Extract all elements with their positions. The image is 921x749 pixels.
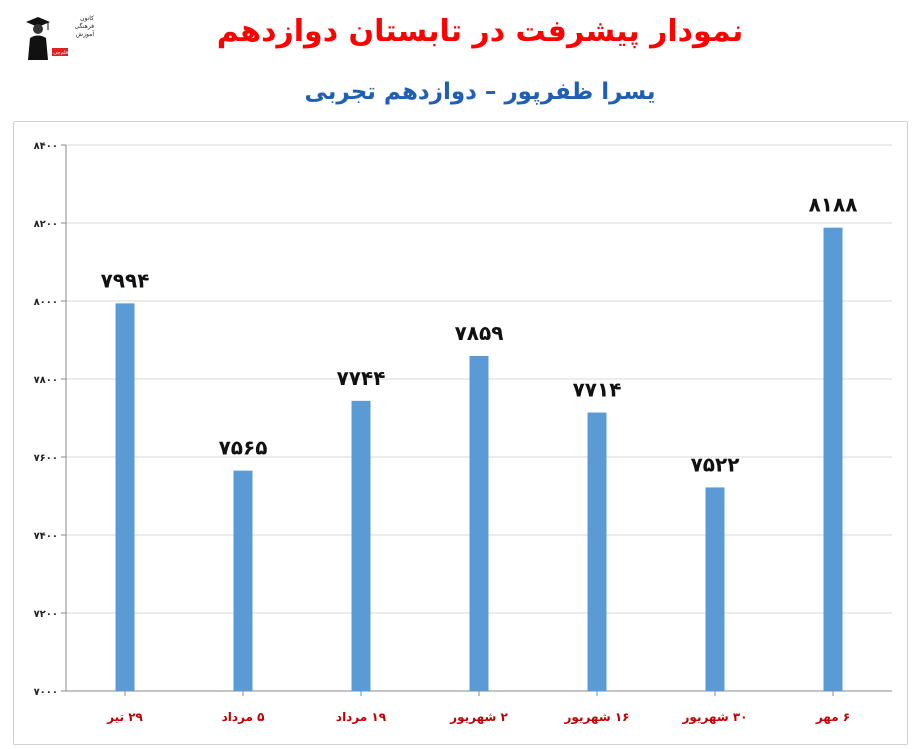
logo-line-2: فرهنگی [74, 23, 94, 30]
bar [115, 303, 135, 691]
logo-line-1: کانون [80, 15, 94, 22]
bar [705, 487, 725, 691]
y-tick-label: ۷۸۰۰ [34, 375, 58, 386]
data-label: ۷۹۹۴ [101, 268, 150, 292]
bar [823, 227, 843, 691]
y-tick-label: ۷۲۰۰ [34, 609, 58, 620]
graduate-icon [26, 17, 68, 60]
bar [469, 355, 489, 691]
logo-line-4: قلم‌چی [53, 50, 68, 56]
x-category-label: ۶ مهر [815, 710, 850, 724]
x-category-label: ۱۶ شهریور [564, 710, 630, 725]
x-category-label: ۲ شهریور [449, 710, 508, 725]
x-category-label: ۳۰ شهریور [682, 710, 748, 725]
data-label: ۷۵۶۵ [219, 436, 268, 460]
data-label: ۷۵۲۲ [691, 452, 740, 476]
x-category-label: ۱۹ مرداد [336, 710, 387, 724]
y-tick-label: ۸۴۰۰ [34, 141, 58, 152]
bar [233, 470, 253, 691]
data-label: ۷۷۴۴ [337, 366, 386, 390]
y-tick-label: ۷۴۰۰ [34, 531, 58, 542]
logo-line-3: آموزش [75, 31, 94, 38]
y-tick-label: ۷۶۰۰ [34, 453, 58, 464]
chart-title: نمودار پیشرفت در تابستان دوازدهم [216, 14, 744, 49]
data-label: ۷۷۱۴ [573, 378, 622, 402]
x-category-label: ۵ مرداد [222, 710, 265, 724]
y-tick-label: ۸۲۰۰ [34, 219, 58, 230]
kanoon-logo: کانون فرهنگی آموزش قلم‌چی [24, 14, 94, 62]
bar [351, 400, 371, 691]
data-label: ۷۸۵۹ [455, 321, 504, 345]
bar [587, 412, 607, 691]
y-tick-label: ۸۰۰۰ [34, 297, 58, 308]
y-tick-label: ۷۰۰۰ [34, 687, 58, 698]
x-category-label: ۲۹ تیر [106, 710, 143, 724]
chart-area [13, 121, 908, 745]
chart-subtitle: یسرا ظفرپور – دوازدهم تجربی [304, 79, 656, 105]
data-label: ۸۱۸۸ [809, 193, 858, 217]
